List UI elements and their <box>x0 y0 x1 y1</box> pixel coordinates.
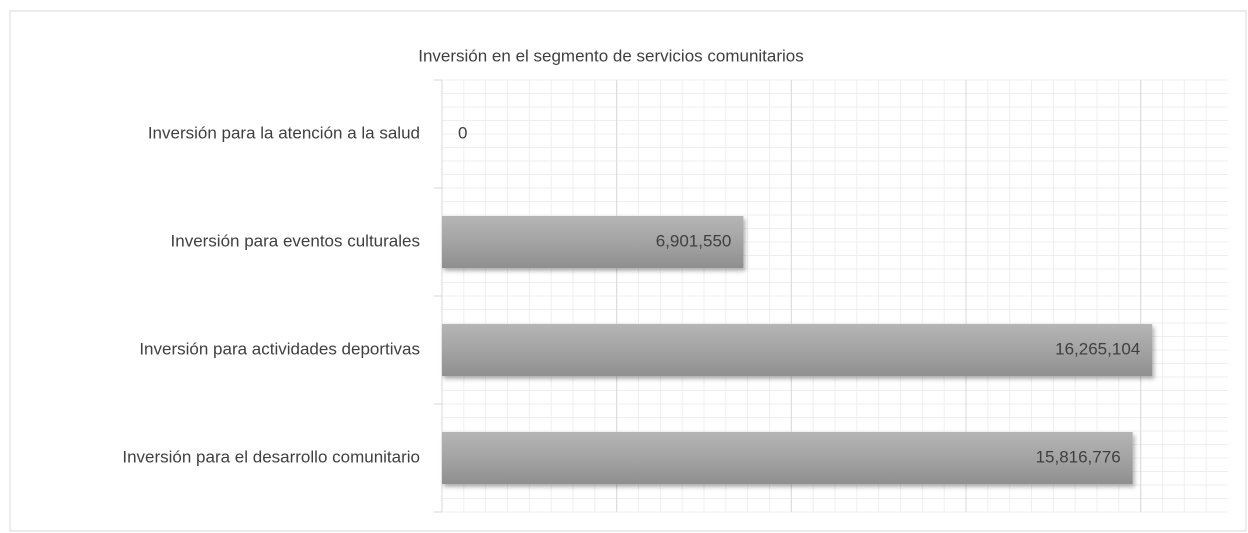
y-tick-label: Inversión para eventos culturales <box>171 231 420 250</box>
data-label: 6,901,550 <box>656 231 732 250</box>
bar <box>442 324 1153 376</box>
y-tick-label: Inversión para el desarrollo comunitario <box>122 447 420 466</box>
bar <box>442 432 1133 484</box>
data-label: 16,265,104 <box>1055 339 1140 358</box>
chart-title: Inversión en el segmento de servicios co… <box>418 46 804 65</box>
data-label: 15,816,776 <box>1036 447 1121 466</box>
bar <box>442 216 744 268</box>
y-tick-label: Inversión para la atención a la salud <box>148 123 420 142</box>
data-label: 0 <box>458 123 467 142</box>
y-tick-label: Inversión para actividades deportivas <box>139 339 420 358</box>
